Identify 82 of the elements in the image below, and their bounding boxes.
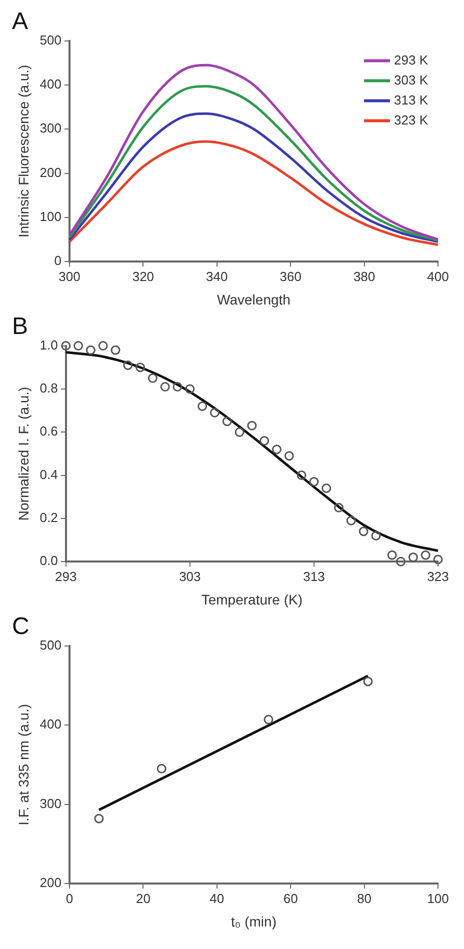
y-tick-label: 1.0 (40, 337, 58, 352)
y-tick-label: 200 (40, 164, 62, 180)
y-tick-label: 200 (40, 875, 62, 890)
x-tick-label: 313 (303, 568, 325, 584)
y-tick-label: 400 (40, 76, 62, 92)
line-series (68, 140, 440, 246)
point (222, 416, 232, 426)
x-tick-label: 293 (55, 568, 77, 584)
x-tick-label: 300 (58, 268, 80, 284)
point (396, 556, 406, 566)
point (264, 714, 274, 724)
y-axis-title: Normalized I. F. (a.u.) (15, 386, 32, 521)
x-tick-label: 60 (283, 890, 298, 906)
chart-title: C (12, 613, 30, 640)
y-tick-label: 0.0 (40, 553, 58, 568)
y-tick-label: 500 (40, 32, 62, 48)
legend-label: 293 K (394, 52, 428, 68)
x-tick-label: 80 (357, 890, 372, 906)
y-tick-label: 0.6 (40, 424, 58, 439)
point (371, 530, 381, 540)
y-tick-label: 500 (40, 637, 62, 652)
point (210, 408, 220, 418)
y-tick-label: 0 (54, 253, 62, 268)
point (172, 382, 182, 392)
y-axis-title: Intrinsic Fluorescence (a.u.) (15, 64, 32, 238)
y-tick-label: 0.4 (40, 466, 58, 482)
point (260, 436, 270, 446)
point (198, 401, 208, 411)
point (61, 341, 71, 351)
x-tick-label: 360 (280, 268, 302, 284)
point (433, 554, 443, 564)
point (358, 526, 368, 536)
x-tick-label: 0 (66, 890, 74, 906)
point (322, 483, 332, 493)
chart-title: B (12, 313, 28, 340)
point (363, 676, 373, 686)
legend-label: 323 K (394, 112, 428, 128)
x-tick-label: 320 (132, 268, 154, 284)
point (284, 451, 294, 461)
x-tick-label: 40 (210, 890, 224, 906)
x-tick-label: 100 (427, 890, 449, 906)
y-tick-label: 300 (40, 796, 62, 811)
point (86, 345, 96, 355)
x-tick-label: 380 (353, 268, 376, 284)
y-tick-label: 0.2 (40, 510, 58, 526)
point (136, 362, 146, 372)
point (420, 550, 430, 560)
point (185, 384, 195, 394)
point (156, 764, 166, 774)
y-tick-label: 0.8 (40, 380, 58, 396)
x-tick-label: 323 (427, 568, 449, 584)
y-tick-label: 400 (40, 716, 62, 732)
point (408, 552, 418, 562)
point (309, 477, 319, 487)
point (296, 470, 306, 480)
legend-label: 303 K (394, 72, 428, 88)
point (160, 382, 170, 392)
point (387, 550, 397, 560)
point (123, 360, 133, 370)
x-axis-title: Temperature (K) (201, 591, 303, 608)
y-tick-label: 100 (40, 209, 62, 224)
line-series (68, 112, 440, 243)
x-tick-label: 400 (427, 268, 449, 284)
point (94, 814, 104, 824)
point (74, 341, 84, 351)
x-axis-title: Wavelength (217, 291, 290, 308)
x-tick-label: 303 (179, 568, 201, 584)
point (247, 420, 257, 430)
x-axis-title: t₀ (min) (231, 913, 276, 930)
point (234, 427, 244, 437)
point (98, 341, 108, 351)
point (148, 373, 158, 383)
y-tick-label: 300 (40, 120, 62, 136)
x-tick-label: 20 (136, 890, 150, 906)
legend-label: 313 K (394, 92, 428, 108)
point (272, 444, 282, 454)
chart-title: A (12, 8, 28, 36)
point (334, 502, 344, 512)
x-tick-label: 340 (206, 268, 228, 284)
point (110, 345, 120, 355)
point (346, 516, 356, 526)
y-axis-title: I.F. at 335 nm (a.u.) (15, 704, 32, 826)
